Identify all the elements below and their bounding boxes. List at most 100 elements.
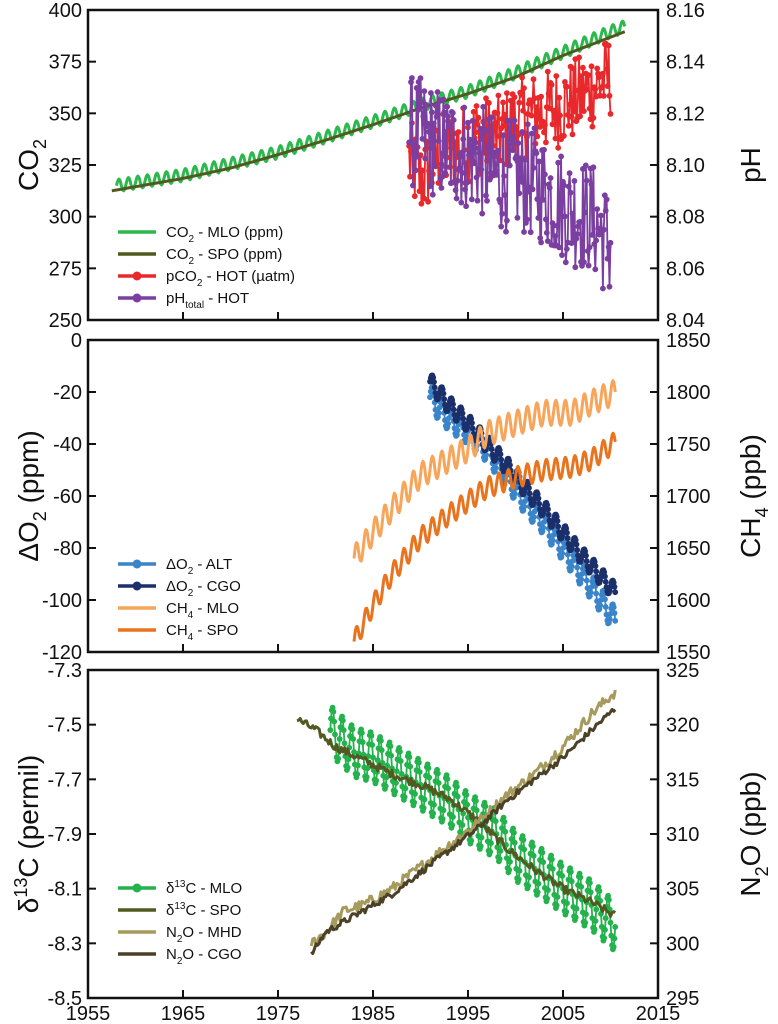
data-point — [330, 708, 337, 715]
data-point — [564, 535, 571, 542]
data-point — [488, 446, 495, 453]
data-point — [506, 457, 513, 464]
data-point — [397, 748, 403, 755]
legend-label: CO2 - MLO (ppm) — [166, 224, 283, 245]
data-point — [606, 896, 612, 903]
data-point — [583, 177, 590, 184]
data-point — [354, 771, 361, 778]
data-point — [545, 90, 552, 97]
data-point — [411, 143, 418, 150]
data-point — [530, 76, 537, 83]
data-point — [508, 139, 515, 146]
y2-tick-label: 300 — [666, 933, 699, 955]
data-point — [582, 162, 589, 169]
legend-label: pCO2 - HOT (µatm) — [166, 268, 295, 289]
legend-label: pHtotal - HOT — [166, 290, 249, 311]
data-point — [578, 576, 585, 583]
y-tick-label: 325 — [49, 155, 82, 177]
data-point — [387, 743, 394, 750]
data-point — [459, 822, 466, 828]
data-point — [410, 139, 417, 146]
data-point — [445, 785, 452, 792]
data-point — [575, 223, 582, 230]
data-point — [607, 239, 614, 246]
data-point — [544, 895, 551, 902]
data-point — [445, 420, 452, 427]
data-point — [599, 84, 605, 91]
data-point — [486, 176, 493, 183]
data-point — [450, 401, 456, 408]
data-point — [447, 122, 453, 129]
data-point — [552, 233, 559, 240]
data-point — [536, 500, 543, 507]
data-point — [535, 215, 542, 221]
data-point — [561, 182, 567, 189]
data-point — [544, 238, 551, 245]
y2-tick-label: 8.10 — [666, 155, 705, 177]
data-point — [412, 167, 419, 174]
legend: CO2 - MLO (ppm)CO2 - SPO (ppm)pCO2 - HOT… — [118, 224, 295, 311]
data-point — [478, 166, 485, 173]
data-point — [426, 774, 433, 781]
legend-label: CH4 - SPO — [166, 622, 238, 643]
data-point — [552, 135, 559, 142]
data-point — [602, 207, 609, 214]
data-point — [336, 736, 343, 742]
legend-marker — [132, 883, 142, 893]
data-point — [581, 209, 588, 216]
data-point — [327, 727, 334, 733]
data-point — [572, 914, 579, 921]
data-point — [604, 255, 611, 262]
data-point — [526, 874, 532, 881]
y2-tick-label: 310 — [666, 824, 699, 846]
legend-label: ΔO2 - CGO — [166, 578, 241, 599]
legend-marker — [132, 293, 142, 303]
data-point — [530, 852, 537, 859]
data-point — [592, 266, 599, 273]
data-point — [420, 805, 427, 811]
data-point — [418, 99, 425, 106]
data-point — [572, 537, 579, 543]
data-point — [502, 111, 508, 118]
data-point — [558, 153, 564, 160]
data-point — [572, 264, 579, 271]
data-point — [469, 420, 475, 426]
data-point — [488, 114, 495, 121]
data-point — [496, 856, 503, 862]
data-point — [577, 113, 583, 120]
data-point — [416, 106, 423, 112]
y-tick-label: 350 — [49, 103, 82, 125]
data-point — [562, 259, 569, 266]
data-point — [470, 160, 477, 167]
x-tick-label: 2005 — [541, 1003, 586, 1024]
data-point — [495, 92, 502, 99]
data-point — [589, 232, 596, 238]
data-point — [581, 108, 587, 114]
data-point — [402, 785, 409, 792]
data-point — [574, 547, 581, 553]
data-point — [602, 573, 608, 580]
data-point — [539, 849, 546, 856]
data-point — [463, 792, 470, 798]
data-point — [507, 858, 513, 865]
data-point — [557, 202, 563, 208]
data-point — [564, 529, 570, 536]
data-point — [441, 396, 448, 402]
data-point — [350, 736, 357, 742]
data-point — [549, 866, 556, 872]
data-point — [435, 410, 442, 417]
data-point — [511, 839, 518, 846]
data-point — [419, 135, 426, 142]
data-point — [558, 863, 565, 870]
data-point — [602, 604, 609, 610]
data-point — [540, 524, 547, 531]
data-point — [473, 807, 480, 814]
data-point — [593, 568, 600, 575]
data-point — [563, 83, 570, 90]
data-point — [486, 100, 492, 106]
data-point — [559, 550, 566, 557]
data-point — [600, 70, 606, 77]
data-point — [592, 918, 599, 924]
data-point — [587, 589, 594, 596]
data-point — [568, 563, 575, 570]
